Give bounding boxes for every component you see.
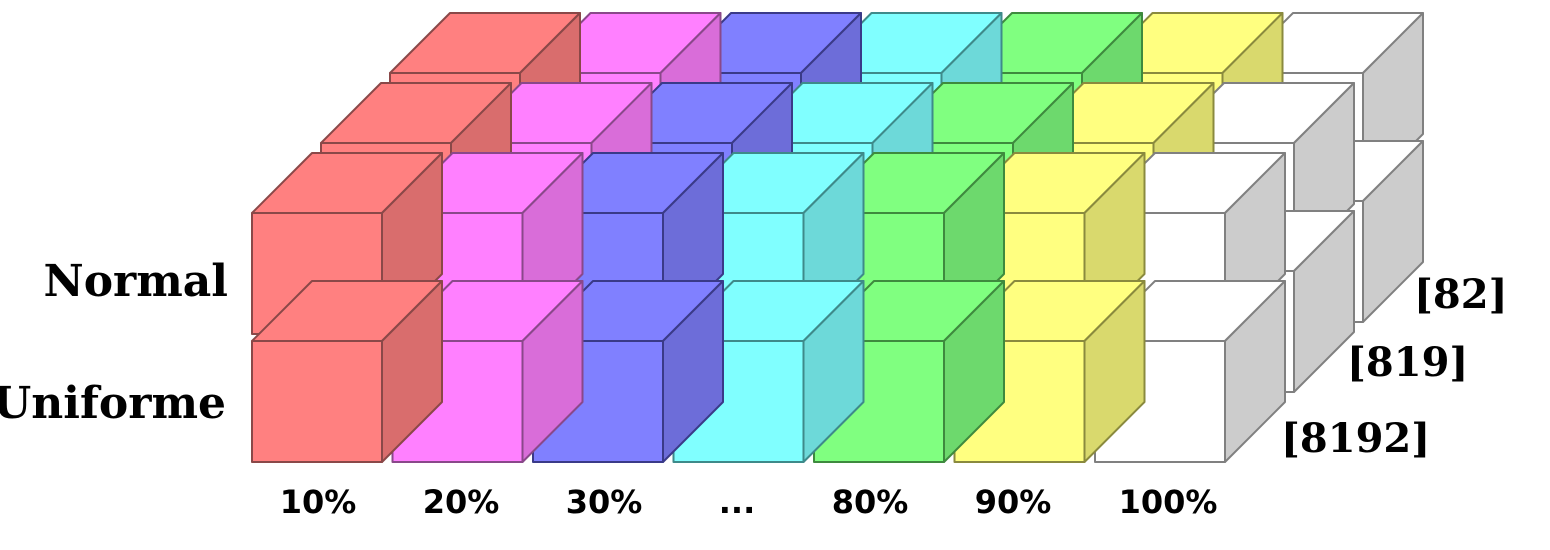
cube-normal-col0-depth-8192	[251, 152, 443, 335]
column-label-10: 10%	[280, 483, 357, 521]
cube-grid	[251, 12, 1424, 463]
cube-front-face	[251, 340, 383, 463]
column-label-80: 80%	[832, 483, 909, 521]
column-label-90: 90%	[975, 483, 1052, 521]
row-label-normal: Normal	[43, 256, 228, 307]
column-label-100: 100%	[1119, 483, 1218, 521]
row-label-uniforme: Uniforme	[0, 378, 226, 429]
cube-uniforme-col0-depth-8192	[251, 280, 443, 463]
column-label-ellipsis: ...	[719, 483, 755, 521]
depth-label-819: [819]	[1347, 339, 1468, 386]
column-label-30: 30%	[566, 483, 643, 521]
column-labels: 10% 20% 30% ... 80% 90% 100%	[280, 483, 1218, 521]
column-label-20: 20%	[423, 483, 500, 521]
depth-label-82: [82]	[1414, 271, 1508, 318]
depth-labels: [8192] [819] [82]	[1281, 271, 1508, 462]
depth-label-8192: [8192]	[1281, 415, 1430, 462]
